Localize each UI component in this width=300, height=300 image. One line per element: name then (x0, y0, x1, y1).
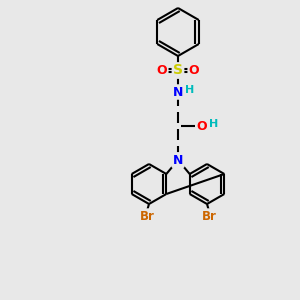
Text: Br: Br (202, 209, 216, 223)
Text: H: H (209, 119, 219, 129)
Text: N: N (173, 154, 183, 166)
Text: N: N (173, 85, 183, 98)
Text: O: O (157, 64, 167, 77)
Text: O: O (197, 119, 207, 133)
Text: O: O (189, 64, 199, 77)
Text: H: H (185, 85, 195, 95)
Text: N: N (173, 154, 183, 166)
Text: S: S (173, 64, 183, 77)
Text: Br: Br (140, 209, 154, 223)
